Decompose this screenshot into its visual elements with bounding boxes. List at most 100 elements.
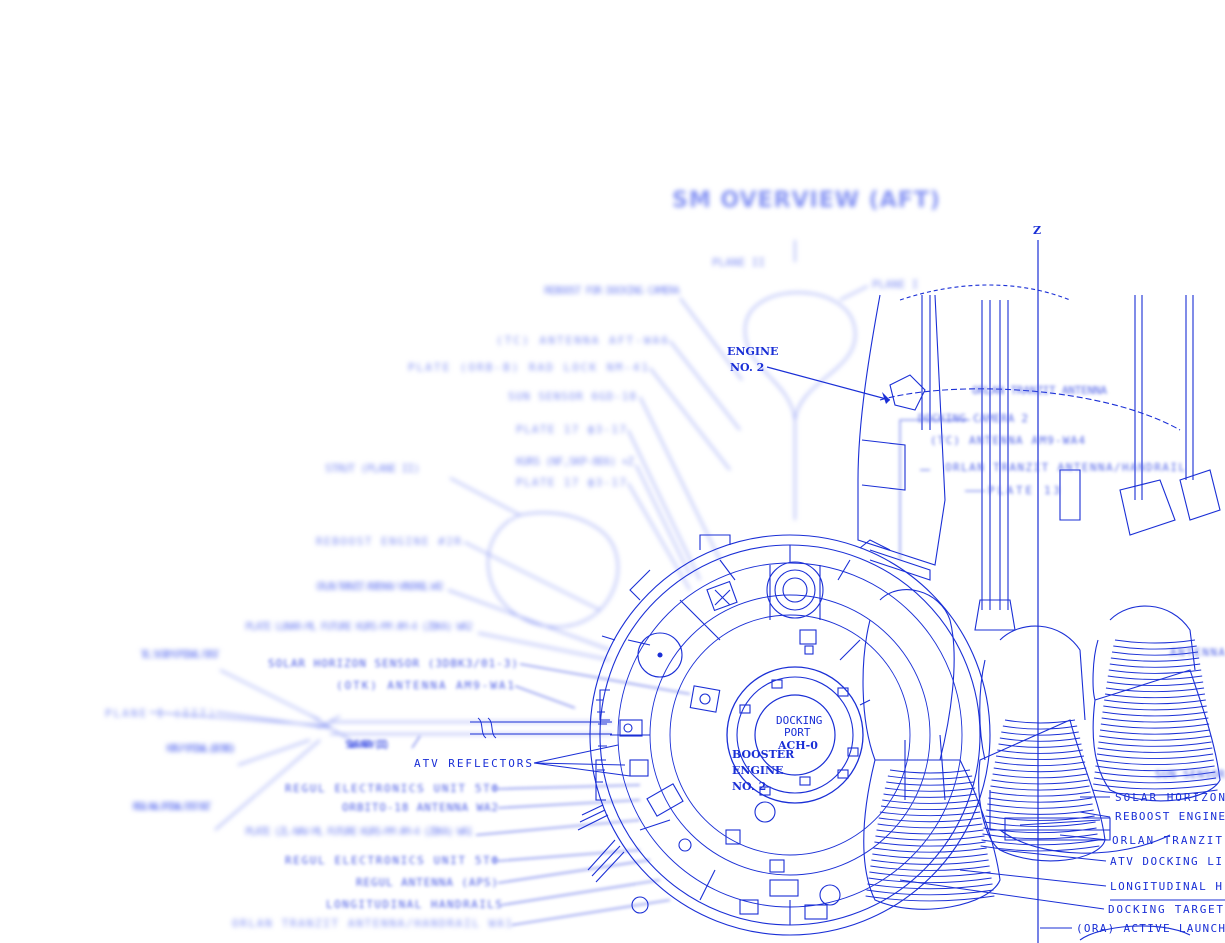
nozzle-hatch-line bbox=[985, 815, 1095, 821]
nozzle-hatch-line bbox=[987, 803, 1093, 809]
label-orlan-wa1: ORLAN TRANZIT ANTENNA/HANDRAIL WA1 bbox=[232, 917, 512, 930]
label-plate-rad: PLATE (ORB-B) RAD LOCK NM-41 bbox=[408, 361, 648, 374]
nozzle-hatch-line bbox=[880, 805, 980, 811]
engine-no2-label-b: NO. 2 bbox=[730, 361, 764, 374]
nozzle-hatch-line bbox=[1093, 783, 1217, 790]
nozzle-hatch-line bbox=[991, 779, 1089, 785]
docking-port-label-c: ACH-0 bbox=[777, 739, 818, 752]
label-antenna-aft: (TC) ANTENNA AFT-WA6 bbox=[496, 334, 668, 347]
label-regul-antenna: REGUL ANTENNA (APS) bbox=[356, 876, 498, 889]
nozzle-hatch-line bbox=[883, 793, 977, 798]
nozzle-hatch-line bbox=[1114, 639, 1196, 644]
r-docking-target: DOCKING TARGET bbox=[1108, 903, 1223, 916]
nozzle-hatch-line bbox=[986, 809, 1094, 815]
nozzle-hatch-line bbox=[1106, 681, 1204, 687]
diagram-title: SM OVERVIEW (AFT) bbox=[672, 188, 941, 213]
nozzle-hatch-line bbox=[1092, 789, 1218, 796]
label-regul-unit-2: REGUL ELECTRONICS UNIT 5ТФ bbox=[285, 854, 498, 867]
nozzle-hatch-line bbox=[869, 871, 991, 878]
label-tel-system: TEL SYSTEM OPTIONAL FIRST bbox=[140, 648, 220, 661]
nozzle-hatch-line bbox=[1001, 731, 1079, 736]
plane-1-label: PLANE I bbox=[872, 278, 918, 291]
nozzle-hatch-line bbox=[886, 781, 974, 786]
label-sun-sensor: SUN SENSOR 6GD-18 bbox=[508, 390, 636, 403]
label-antenna-wa2: ORBITO-18 ANTENNA WA2 bbox=[342, 801, 498, 814]
nozzle-hatch-line bbox=[1004, 719, 1076, 724]
label-kurs: KURS (NF,SKP-8E6) +Z bbox=[516, 455, 634, 468]
nozzle-hatch-line bbox=[995, 755, 1085, 761]
nozzle-hatch-line bbox=[865, 895, 995, 902]
nozzle-hatch-line bbox=[866, 889, 994, 896]
atv-reflectors-callout: ATV REFLECTORS bbox=[414, 717, 631, 777]
nozzle-hatch-line bbox=[1107, 675, 1203, 680]
r-longitudinal: LONGITUDINAL H bbox=[1110, 880, 1222, 893]
booster-engine-label-b: ENGINE bbox=[732, 764, 783, 777]
nozzle-hatch-line bbox=[998, 743, 1082, 748]
booster-engine-label-c: NO. 2 bbox=[732, 780, 766, 793]
nozzle-hatch-line bbox=[994, 761, 1086, 767]
nozzle-hatch-line bbox=[997, 749, 1083, 754]
nozzle-hatch-line bbox=[1094, 771, 1216, 778]
faded-callout-layer: SM OVERVIEW (AFT) PLANE II PLANE I REBOO… bbox=[105, 188, 941, 930]
nozzle-hatch-line bbox=[1110, 657, 1200, 662]
nozzle-hatch-line bbox=[999, 737, 1081, 742]
label-reboost-engine-left: REBOOST ENGINE #2R bbox=[316, 535, 461, 548]
nozzle-hatch-line bbox=[871, 859, 989, 865]
r-camera-2: DOCKING CAMERA 2 bbox=[918, 412, 1028, 425]
booster-engine-label-a: BOOSTER bbox=[732, 748, 795, 761]
nozzle-hatch-line bbox=[875, 835, 985, 841]
nozzle-hatch-line bbox=[876, 829, 984, 835]
label-reboost-camera: REBOOST FOR DOCKING CAMERA bbox=[544, 284, 680, 297]
nozzle-hatching bbox=[865, 639, 1218, 902]
mid-callout-layer: SOLAR HORIZON SENSOR (3DBK3/01-3) (OTK) … bbox=[268, 657, 691, 926]
nozzle-hatch-line bbox=[1093, 777, 1217, 784]
outer-ring bbox=[589, 534, 991, 936]
nozzle-hatch-line bbox=[884, 787, 976, 792]
nozzle-hatch-line bbox=[982, 833, 1098, 840]
engine-no2-label-a: ENGINE bbox=[727, 345, 778, 358]
nozzle-hatch-line bbox=[1096, 759, 1214, 766]
label-atv-reflectors: ATV REFLECTORS bbox=[414, 757, 532, 770]
aft-ring-assembly bbox=[577, 534, 991, 936]
label-regul-unit-1: REGUL ELECTRONICS UNIT 5ТФ bbox=[285, 782, 498, 795]
plane-2-label: PLANE II bbox=[712, 256, 765, 269]
nozzle-hatch-line bbox=[1098, 741, 1212, 747]
nozzle-hatch-line bbox=[1101, 717, 1209, 723]
engine-no2-callout: ENGINE NO. 2 bbox=[727, 345, 891, 404]
r-plate-13: PLATE 13 bbox=[988, 484, 1060, 497]
docking-port-ring bbox=[726, 666, 864, 804]
nozzle-hatch-line bbox=[989, 791, 1091, 797]
nozzle-hatch-line bbox=[981, 839, 1099, 846]
nozzle-hatch-line bbox=[1113, 645, 1197, 650]
r-antenna-side: ANTENNA bbox=[1170, 646, 1225, 659]
r-tc-antenna: (TC) ANTENNA AM9-WA4 bbox=[930, 434, 1085, 447]
nozzle-hatch-line bbox=[1103, 705, 1207, 711]
nozzle-hatch-line bbox=[1100, 723, 1210, 729]
nozzle-hatch-line bbox=[887, 775, 973, 780]
label-plate-wa1: PLATE (ZL-NAV-ML FUTURE KURS-MM AM-4 (ZB… bbox=[245, 825, 473, 838]
nozzle-hatch-line bbox=[988, 797, 1092, 803]
label-longitudinal-handrails: LONGITUDINAL HANDRAILS bbox=[326, 898, 502, 911]
nozzle-hatch-line bbox=[879, 811, 981, 817]
nozzle-hatch-line bbox=[872, 853, 988, 859]
r-reboost-engine: REBOOST ENGINE bbox=[1115, 810, 1225, 823]
nozzle-hatch-line bbox=[878, 817, 982, 823]
label-solar-array: SOLAR ARRAY (III) bbox=[345, 738, 390, 751]
label-plate-lunar: PLATE LUNAR-ML FUTURE KURS-MM AM-4 (ZBKA… bbox=[245, 620, 473, 633]
r-solar-horizon: SOLAR HORIZON bbox=[1115, 791, 1225, 804]
nozzle-hatch-line bbox=[889, 769, 971, 774]
nozzle-hatch-line bbox=[1099, 735, 1211, 741]
nozzle-hatch-line bbox=[870, 865, 990, 871]
z-axis-label: Z bbox=[1033, 224, 1041, 237]
nozzle-hatch-line bbox=[1105, 687, 1205, 693]
docking-port-label-a: DOCKING bbox=[776, 714, 822, 727]
nozzle-hatch-line bbox=[980, 845, 1100, 852]
ring-labels: DOCKING PORT ACH-0 BOOSTER ENGINE NO. 2 bbox=[732, 714, 822, 793]
nozzle-hatch-line bbox=[993, 767, 1087, 773]
nozzle-hatch-line bbox=[1096, 753, 1214, 759]
nozzle-hatch-line bbox=[868, 877, 992, 884]
label-solar-horizon-sensor: SOLAR HORIZON SENSOR (3DBK3/01-3) bbox=[268, 657, 518, 670]
label-orlan-antenna-2: ORLAN TRANZIT ANTENNA/ HANDRAIL WA2 bbox=[316, 580, 444, 593]
nozzle-hatch-line bbox=[867, 883, 993, 890]
